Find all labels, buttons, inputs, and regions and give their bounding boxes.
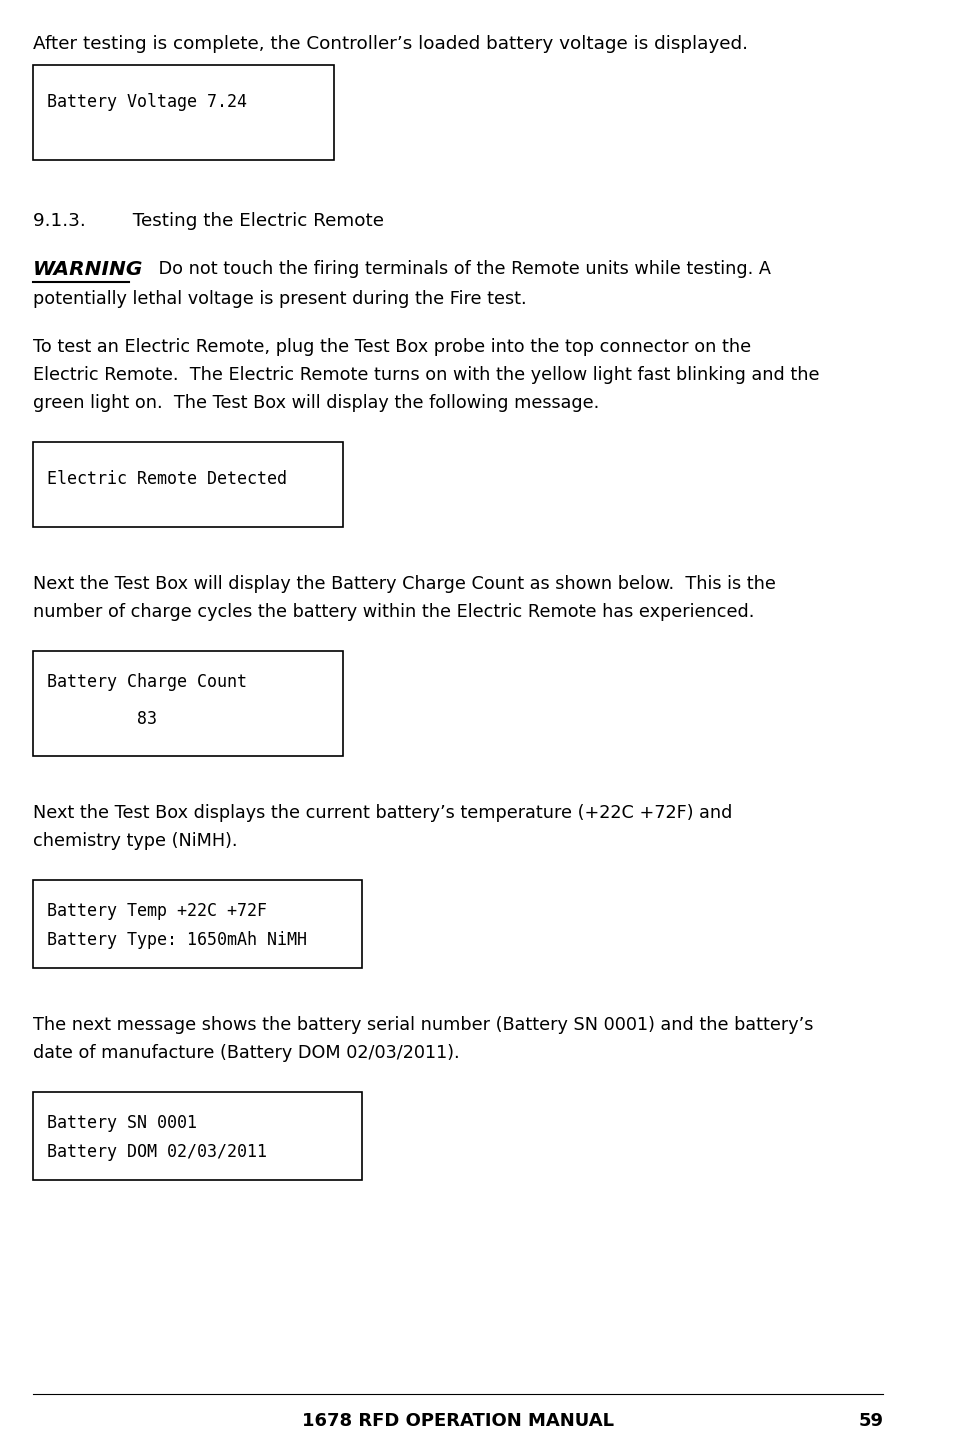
Text: chemistry type (NiMH).: chemistry type (NiMH). [33,832,238,850]
Text: Battery Type: 1650mAh NiMH: Battery Type: 1650mAh NiMH [47,932,307,949]
Text: potentially lethal voltage is present during the Fire test.: potentially lethal voltage is present du… [33,289,527,308]
Text: Battery Temp +22C +72F: Battery Temp +22C +72F [47,901,267,920]
Text: Battery SN 0001: Battery SN 0001 [47,1115,197,1132]
Text: 59: 59 [858,1413,883,1430]
Text: 1678 RFD OPERATION MANUAL: 1678 RFD OPERATION MANUAL [302,1413,614,1430]
Text: To test an Electric Remote, plug the Test Box probe into the top connector on th: To test an Electric Remote, plug the Tes… [33,338,751,356]
Bar [33,65,333,160]
Text: date of manufacture (Battery DOM 02/03/2011).: date of manufacture (Battery DOM 02/03/2… [33,1044,460,1061]
Bar [33,1092,361,1179]
Bar [33,651,343,756]
Bar [33,880,361,968]
Text: Electric Remote.  The Electric Remote turns on with the yellow light fast blinki: Electric Remote. The Electric Remote tur… [33,366,819,384]
Text: WARNING: WARNING [33,261,143,279]
Text: Battery Voltage 7.24: Battery Voltage 7.24 [47,94,247,111]
Text: Next the Test Box will display the Battery Charge Count as shown below.  This is: Next the Test Box will display the Batte… [33,575,775,593]
Text: Next the Test Box displays the current battery’s temperature (+22C +72F) and: Next the Test Box displays the current b… [33,804,732,822]
Text: Do not touch the firing terminals of the Remote units while testing. A: Do not touch the firing terminals of the… [136,261,771,278]
Text: green light on.  The Test Box will display the following message.: green light on. The Test Box will displa… [33,395,599,412]
Text: number of charge cycles the battery within the Electric Remote has experienced.: number of charge cycles the battery with… [33,603,754,621]
Text: 83: 83 [47,710,157,729]
Text: Electric Remote Detected: Electric Remote Detected [47,469,287,488]
Text: Battery DOM 02/03/2011: Battery DOM 02/03/2011 [47,1143,267,1161]
Text: Battery Charge Count: Battery Charge Count [47,672,247,691]
Text: 9.1.3.        Testing the Electric Remote: 9.1.3. Testing the Electric Remote [33,212,384,230]
Text: The next message shows the battery serial number (Battery SN 0001) and the batte: The next message shows the battery seria… [33,1017,813,1034]
Bar [33,442,343,527]
Text: After testing is complete, the Controller’s loaded battery voltage is displayed.: After testing is complete, the Controlle… [33,35,748,53]
